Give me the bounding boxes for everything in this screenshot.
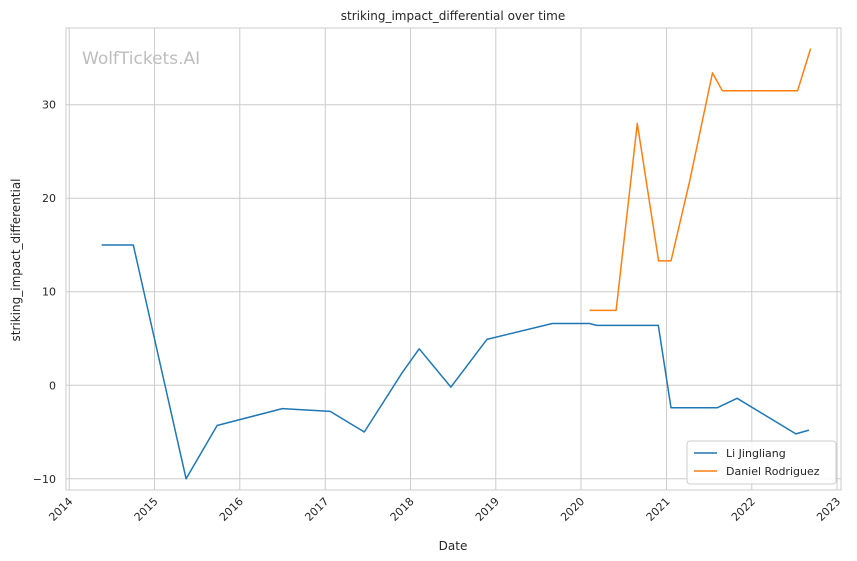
watermark: WolfTickets.AI <box>82 49 200 69</box>
x-tick-label: 2020 <box>558 495 587 524</box>
legend-box <box>686 440 837 485</box>
y-tick-label: 0 <box>49 379 56 392</box>
legend-label-li-jingliang: Li Jingliang <box>726 447 786 460</box>
x-tick-label: 2015 <box>132 495 161 524</box>
x-gridlines <box>68 28 838 490</box>
y-tick-label: 10 <box>42 286 56 299</box>
y-axis-label: striking_impact_differential <box>9 178 23 341</box>
series-lines <box>101 48 812 480</box>
x-tick-label: 2016 <box>217 495 246 524</box>
legend-label-daniel-rodriguez: Daniel Rodriguez <box>726 465 820 478</box>
x-tick-label: 2022 <box>729 495 758 524</box>
y-tick-label: 20 <box>42 192 56 205</box>
y-tick-label: 30 <box>42 99 56 112</box>
x-tick-label: 2014 <box>46 495 75 524</box>
x-tick-label: 2019 <box>473 495 502 524</box>
legend: Li Jingliang Daniel Rodriguez <box>686 440 837 485</box>
x-axis-label: Date <box>439 539 468 553</box>
y-tick-labels: −10 0 10 20 30 <box>33 99 56 486</box>
x-tick-label: 2021 <box>644 495 673 524</box>
y-tick-label: −10 <box>33 473 56 486</box>
plot-area-frame <box>65 27 842 491</box>
chart-title: striking_impact_differential over time <box>341 9 566 23</box>
x-tick-labels: 2014 2015 2016 2017 2018 2019 2020 2021 2022 2023 <box>46 495 843 524</box>
x-tick-label: 2018 <box>388 495 417 524</box>
x-tick-label: 2017 <box>302 495 331 524</box>
x-tick-label: 2023 <box>814 495 843 524</box>
series-line-daniel-rodriguez <box>589 48 812 312</box>
y-gridlines <box>66 104 841 480</box>
series-line-li-jingliang <box>101 244 810 480</box>
